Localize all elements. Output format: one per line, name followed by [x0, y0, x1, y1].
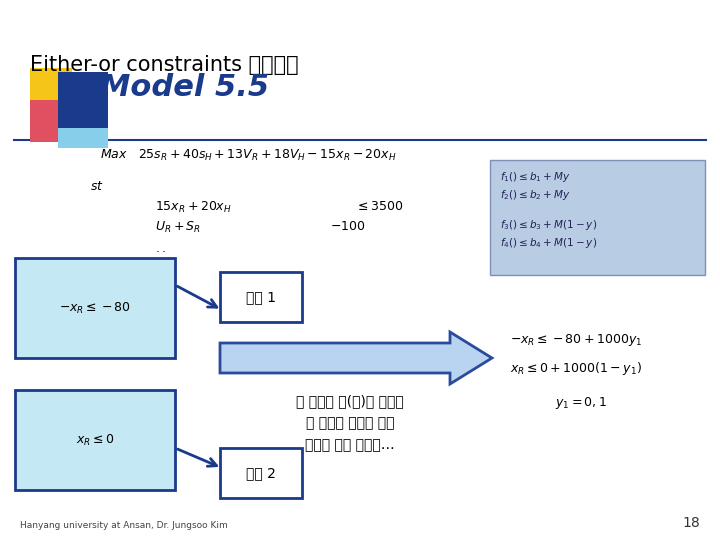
Text: $st$: $st$ [90, 180, 104, 193]
Text: 그룹 1: 그룹 1 [246, 290, 276, 304]
Bar [220, 448, 302, 498]
Text: $x_R \leq 0+1000(1-y_1)$: $x_R \leq 0+1000(1-y_1)$ [510, 360, 642, 377]
Bar [30, 68, 72, 110]
Text: $..$: $..$ [155, 242, 166, 255]
Text: Model 5.5: Model 5.5 [100, 73, 269, 102]
Bar [58, 118, 108, 148]
Text: $x_R \leq 0$: $x_R \leq 0$ [76, 433, 114, 448]
Text: $\leq 3500$: $\leq 3500$ [355, 200, 403, 213]
Text: $f_2() \leq b_2 + My$: $f_2() \leq b_2 + My$ [500, 188, 571, 202]
Text: 시켜도 되는 경우는…: 시켜도 되는 경우는… [305, 438, 395, 452]
Text: $f_4() \leq b_4 + M(1-y)$: $f_4() \leq b_4 + M(1-y)$ [500, 236, 597, 250]
Text: $U_R + S_R$: $U_R + S_R$ [155, 220, 201, 235]
Text: Either-or constraints （계속）: Either-or constraints （계속） [30, 55, 299, 75]
Bar [58, 72, 108, 128]
Bar [15, 258, 175, 358]
Text: $f_3() \leq b_3 + M(1-y)$: $f_3() \leq b_3 + M(1-y)$ [500, 218, 597, 232]
Text: $-x_R \leq -80$: $-x_R \leq -80$ [59, 300, 131, 315]
Bar [30, 100, 72, 142]
Text: 한 그룹의 식들만 만족: 한 그룹의 식들만 만족 [306, 416, 395, 430]
Bar [490, 160, 705, 275]
Text: $-x_R \leq -80+1000y_1$: $-x_R \leq -80+1000y_1$ [510, 332, 642, 348]
Text: $y_1=0,1$: $y_1=0,1$ [555, 395, 607, 411]
Text: $f_1() \leq b_1 + My$: $f_1() \leq b_1 + My$ [500, 170, 571, 184]
Bar [15, 390, 175, 490]
Text: $Max \quad 25s_R + 40s_H + 13V_R + 18V_H - 15x_R - 20x_H$: $Max \quad 25s_R + 40s_H + 13V_R + 18V_H… [100, 148, 397, 163]
Text: Hanyang university at Ansan, Dr. Jungsoo Kim: Hanyang university at Ansan, Dr. Jungsoo… [20, 521, 228, 530]
Text: $15x_R + 20x_H$: $15x_R + 20x_H$ [155, 200, 232, 215]
Text: 18: 18 [683, 516, 700, 530]
Bar [220, 272, 302, 322]
Text: 그룹 2: 그룹 2 [246, 466, 276, 480]
Polygon shape [220, 332, 492, 384]
Text: 두 그룹의 식(들)중 적어도: 두 그룹의 식(들)중 적어도 [296, 394, 404, 408]
Text: $-100$: $-100$ [330, 220, 366, 233]
